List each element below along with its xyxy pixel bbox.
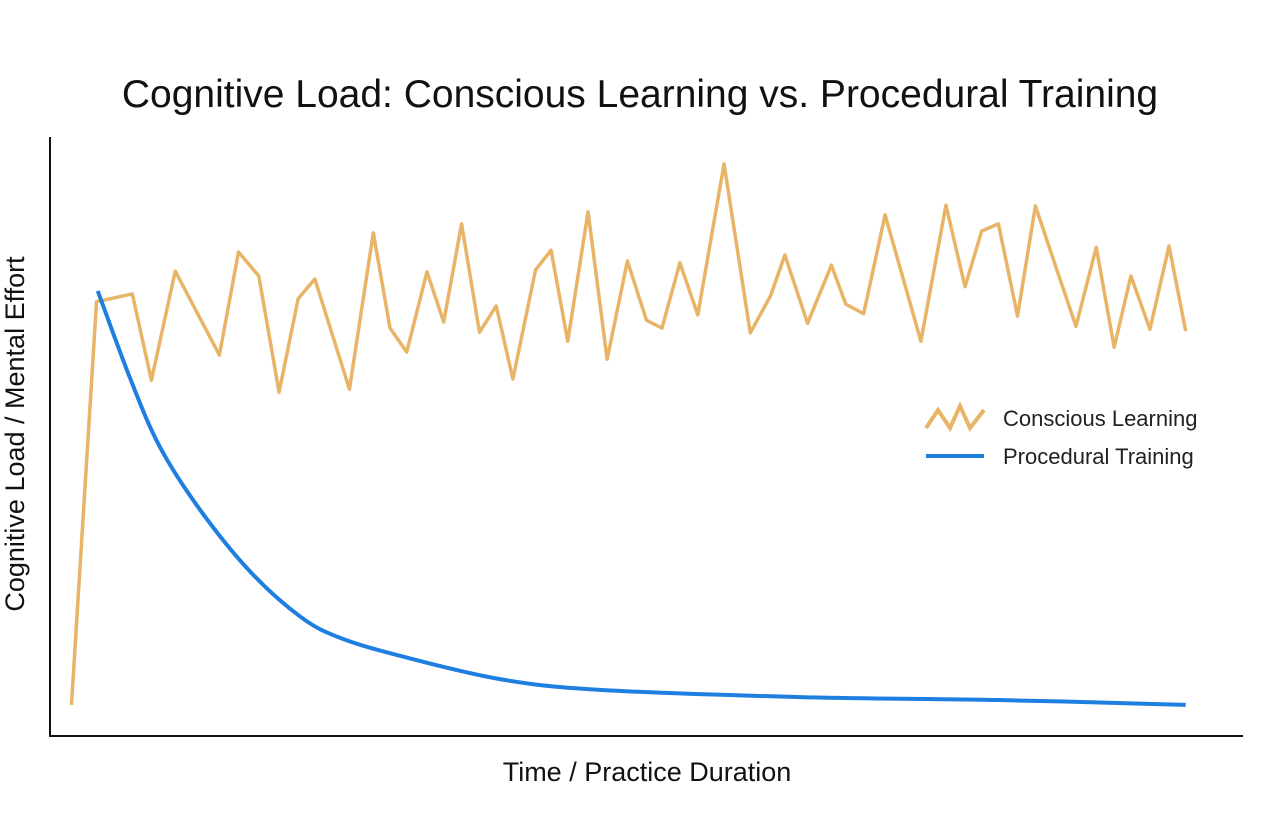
x-axis-label: Time / Practice Duration [503, 757, 792, 787]
legend-label-procedural-training: Procedural Training [1003, 444, 1194, 469]
legend-label-conscious-learning: Conscious Learning [1003, 406, 1197, 431]
series-line-conscious-learning [69, 162, 1188, 705]
series-line-procedural-training [95, 290, 1186, 707]
series-layer [69, 162, 1188, 707]
chart-title: Cognitive Load: Conscious Learning vs. P… [122, 73, 1158, 116]
legend-swatch-conscious-learning [924, 401, 986, 433]
y-axis-label: Cognitive Load / Mental Effort [0, 256, 30, 612]
legend: Conscious Learning Procedural Training [924, 401, 1197, 469]
